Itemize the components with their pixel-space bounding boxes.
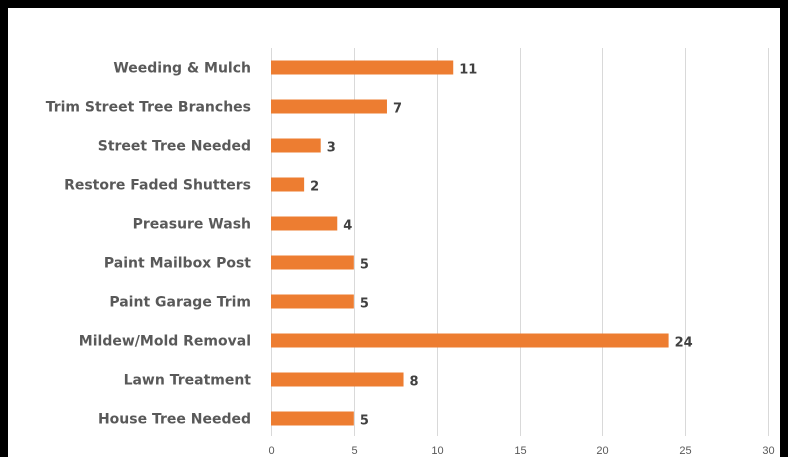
data-label: 4 — [343, 219, 352, 234]
category-label: Mildew/Mold Removal — [79, 334, 251, 350]
bars — [271, 60, 669, 426]
bar — [271, 255, 354, 270]
bar — [271, 177, 305, 192]
category-label: Street Tree Needed — [98, 139, 251, 155]
bar — [271, 294, 354, 309]
data-label: 11 — [459, 63, 477, 78]
category-label: Trim Street Tree Branches — [46, 100, 251, 116]
bar — [271, 60, 454, 75]
data-label: 8 — [410, 375, 419, 390]
chart-frame: 0 5 10 15 20 25 30 Weeding & Mulch Trim Street … — [8, 8, 780, 457]
category-label: Weeding & Mulch — [113, 61, 251, 77]
bar — [271, 411, 354, 426]
data-label: 3 — [327, 141, 336, 156]
bar — [271, 333, 669, 348]
bar — [271, 216, 338, 231]
x-tick-label: 0 — [268, 445, 274, 457]
category-label: Paint Mailbox Post — [104, 256, 251, 272]
category-labels: Weeding & Mulch Trim Street Tree Branches… — [46, 61, 252, 428]
x-axis-ticks: 0 5 10 15 20 25 30 — [268, 445, 774, 457]
data-label: 2 — [310, 180, 319, 195]
bar — [271, 372, 404, 387]
category-label: House Tree Needed — [98, 412, 251, 428]
category-label: Lawn Treatment — [124, 373, 252, 389]
data-label: 5 — [360, 258, 369, 273]
category-label: Restore Faded Shutters — [64, 178, 251, 194]
x-tick-label: 10 — [431, 445, 443, 457]
x-tick-label: 20 — [596, 445, 608, 457]
category-label: Paint Garage Trim — [109, 295, 251, 311]
data-label: 7 — [393, 102, 402, 117]
x-tick-label: 30 — [762, 445, 774, 457]
x-tick-label: 15 — [514, 445, 526, 457]
data-label: 5 — [360, 414, 369, 429]
bar — [271, 138, 321, 153]
bar — [271, 99, 387, 114]
x-tick-label: 5 — [351, 445, 357, 457]
category-label: Preasure Wash — [133, 217, 251, 233]
data-label: 5 — [360, 297, 369, 312]
data-label: 24 — [675, 336, 693, 351]
x-tick-label: 25 — [679, 445, 691, 457]
